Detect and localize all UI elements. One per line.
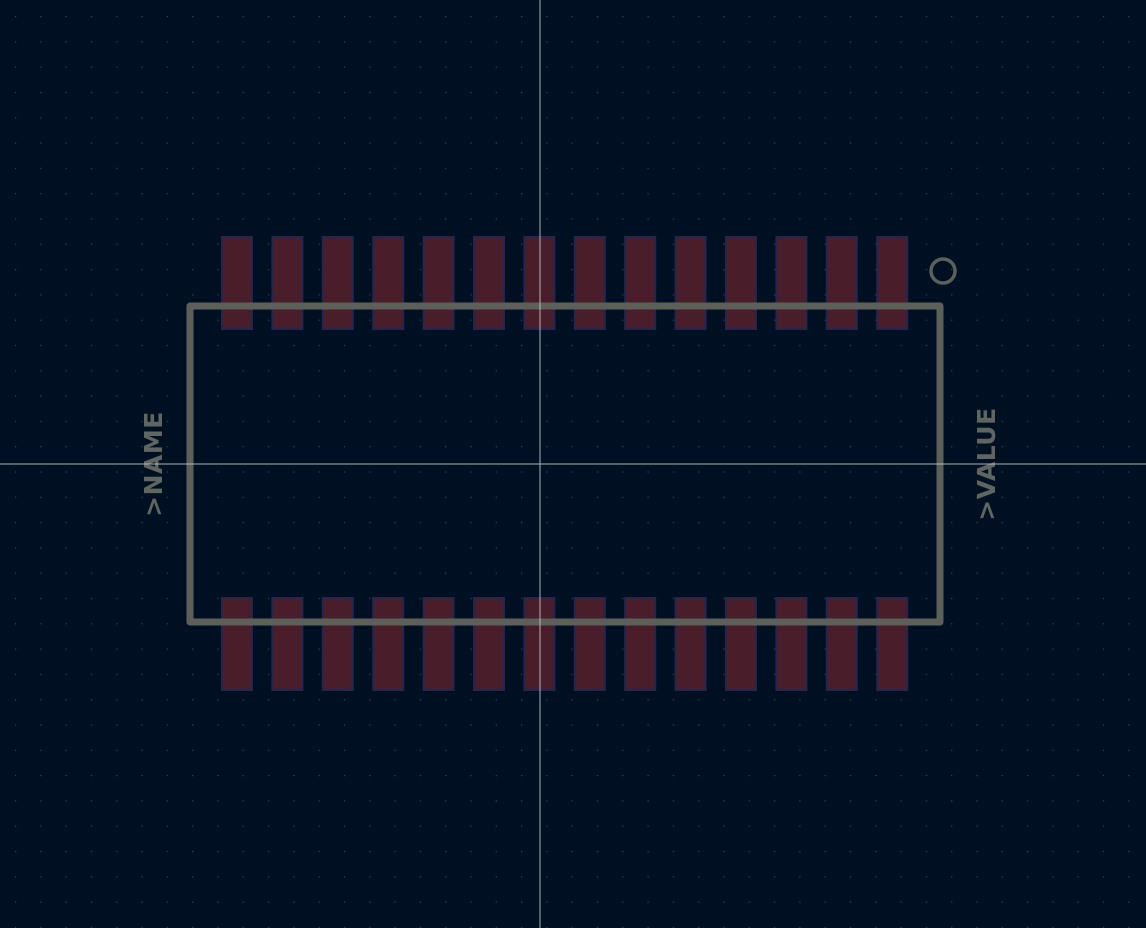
top-pad[interactable] — [271, 236, 304, 330]
bottom-pad[interactable] — [775, 597, 808, 691]
top-pad[interactable] — [422, 236, 455, 330]
top-pad[interactable] — [624, 236, 657, 330]
bottom-pad-row[interactable] — [221, 597, 909, 691]
bottom-pad[interactable] — [573, 597, 606, 691]
pin1-marker-circle — [929, 257, 957, 285]
bottom-pad[interactable] — [876, 597, 909, 691]
bottom-pad[interactable] — [321, 597, 354, 691]
bottom-pad[interactable] — [372, 597, 405, 691]
bottom-pad[interactable] — [473, 597, 505, 691]
bottom-pad[interactable] — [422, 597, 455, 691]
bottom-pad[interactable] — [825, 597, 858, 691]
top-pad[interactable] — [825, 236, 858, 330]
top-pad[interactable] — [523, 236, 556, 330]
top-pad[interactable] — [221, 236, 253, 330]
top-pad[interactable] — [725, 236, 757, 330]
top-pad[interactable] — [473, 236, 505, 330]
top-pad[interactable] — [775, 236, 808, 330]
bottom-pad[interactable] — [674, 597, 707, 691]
top-pad-row[interactable] — [221, 236, 909, 330]
bottom-pad[interactable] — [271, 597, 304, 691]
bottom-pad[interactable] — [221, 597, 253, 691]
top-pad[interactable] — [573, 236, 606, 330]
bottom-pad[interactable] — [624, 597, 657, 691]
top-pad[interactable] — [372, 236, 405, 330]
bottom-pad[interactable] — [725, 597, 757, 691]
bottom-pad[interactable] — [523, 597, 556, 691]
top-pad[interactable] — [876, 236, 909, 330]
top-pad[interactable] — [674, 236, 707, 330]
top-pad[interactable] — [321, 236, 354, 330]
